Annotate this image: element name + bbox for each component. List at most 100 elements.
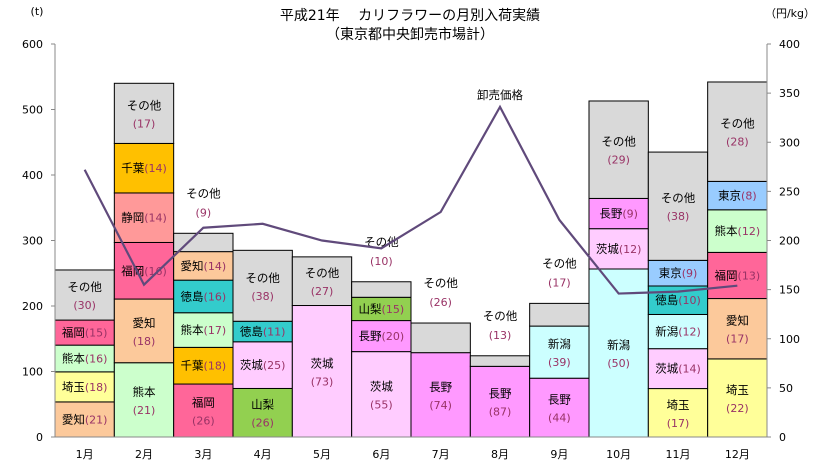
segment-share: (74)	[429, 399, 452, 412]
x-tick-label: 3月	[194, 448, 212, 461]
bar-segment	[352, 352, 411, 437]
x-tick-label: 5月	[313, 448, 331, 461]
segment-share: (26)	[251, 417, 274, 430]
segment-label: 徳島(16)	[181, 289, 227, 303]
x-tick-label: 12月	[725, 448, 750, 461]
segment-label: その他	[483, 309, 518, 323]
segment-label: 福岡	[192, 396, 215, 410]
segment-label: 長野(20)	[359, 329, 405, 343]
bar-4月: 山梨(26)茨城(25)徳島(11)その他(38)	[233, 250, 292, 437]
segment-label: 熊本(12)	[715, 224, 761, 238]
bar-segment	[530, 326, 589, 378]
y-tick-label: 200	[22, 300, 43, 313]
segment-label: 熊本	[133, 385, 156, 399]
bar-segment	[114, 363, 173, 437]
segment-label: 熊本(16)	[62, 351, 108, 365]
segment-share: (27)	[311, 285, 334, 298]
segment-label: 新潟	[607, 338, 630, 352]
bar-segment	[292, 257, 351, 306]
bar-segment	[589, 101, 648, 198]
segment-label: 徳島(10)	[655, 293, 701, 307]
x-tick-label: 1月	[76, 448, 94, 461]
y2-tick-label: 100	[779, 333, 800, 346]
segment-label: 山梨(15)	[359, 302, 405, 316]
segment-share: (30)	[73, 299, 96, 312]
y-axis-unit: (t)	[31, 5, 44, 18]
bar-segment	[292, 306, 351, 437]
bar-segment	[352, 282, 411, 298]
bar-segment	[55, 270, 114, 320]
segment-label: 徳島(11)	[240, 325, 286, 339]
segment-label: その他	[305, 266, 340, 280]
bar-7月: 長野(74)その他(26)	[411, 276, 470, 437]
segment-label: 熊本(17)	[181, 323, 227, 337]
segment-label: 山梨	[251, 398, 274, 412]
y-tick-label: 0	[36, 431, 43, 444]
segment-share: (87)	[489, 406, 512, 419]
segment-label: その他	[186, 186, 221, 200]
y2-tick-label: 250	[779, 185, 800, 198]
segment-share: (39)	[548, 356, 571, 369]
y2-axis-unit: （円/kg）	[765, 7, 815, 20]
y2-tick-label: 0	[779, 431, 786, 444]
segment-share: (18)	[133, 335, 156, 348]
y2-tick-label: 50	[779, 382, 793, 395]
bar-9月: 長野(44)新潟(39)その他(17)	[530, 256, 589, 437]
segment-label: 茨城	[311, 356, 334, 370]
segment-share: (55)	[370, 398, 393, 411]
segment-share: (13)	[489, 329, 512, 342]
bars-layer: 愛知(21)埼玉(18)熊本(16)福岡(15)その他(30)熊本(21)愛知(…	[55, 82, 767, 437]
bar-segment	[530, 378, 589, 437]
segment-label: 埼玉	[726, 383, 749, 397]
y-tick-label: 300	[22, 235, 43, 248]
bar-segment	[708, 359, 767, 437]
bar-segment	[470, 356, 529, 367]
segment-share: (73)	[311, 375, 334, 388]
chart-subtitle: （東京都中央卸売市場計）	[326, 26, 494, 43]
y2-tick-label: 300	[779, 136, 800, 149]
segment-share: (38)	[667, 210, 690, 223]
bar-segment	[470, 366, 529, 437]
x-tick-label: 8月	[491, 448, 509, 461]
y-tick-label: 500	[22, 104, 43, 117]
bar-segment	[114, 83, 173, 143]
bar-3月: 福岡(26)千葉(18)熊本(17)徳島(16)愛知(14)その他(9)	[174, 186, 233, 437]
segment-label: その他	[245, 271, 280, 285]
x-tick-label: 2月	[135, 448, 153, 461]
segment-label: 福岡(13)	[715, 268, 761, 282]
y2-tick-label: 200	[779, 235, 800, 248]
segment-share: (38)	[251, 290, 274, 303]
segment-label: その他	[67, 280, 102, 294]
segment-share: (29)	[607, 154, 630, 167]
segment-label: 福岡(15)	[62, 326, 108, 340]
segment-share: (26)	[429, 296, 452, 309]
segment-label: 長野	[429, 380, 452, 394]
bar-8月: 長野 (87) その他 (13)	[470, 309, 529, 437]
segment-share: (17)	[133, 117, 156, 130]
bar-segment	[114, 299, 173, 363]
segment-label: 愛知(21)	[62, 412, 108, 426]
y-tick-label: 400	[22, 169, 43, 182]
x-tick-label: 10月	[606, 448, 631, 461]
segment-label: 東京(9)	[659, 266, 698, 280]
x-tick-label: 6月	[372, 448, 390, 461]
segment-share: (44)	[548, 412, 571, 425]
segment-share: (26)	[192, 415, 215, 428]
segment-label: 埼玉	[667, 398, 690, 412]
segment-label: 東京(8)	[718, 189, 757, 203]
segment-share: (50)	[607, 357, 630, 370]
segment-share: (17)	[667, 417, 690, 430]
x-tick-label: 11月	[666, 448, 691, 461]
bar-segment	[648, 152, 707, 260]
segment-label: 長野	[489, 387, 512, 401]
chart-title: 平成21年 カリフラワーの月別入荷実績	[280, 8, 540, 24]
segment-share: (9)	[196, 206, 212, 219]
segment-label: 茨城(14)	[655, 362, 701, 376]
segment-label: その他	[720, 117, 755, 131]
segment-label: 愛知	[133, 316, 156, 330]
segment-label: その他	[601, 135, 636, 149]
bar-2月: 熊本(21)愛知(18)福岡(16)静岡(14)千葉(14)その他(17)	[114, 83, 173, 437]
bar-segment	[411, 353, 470, 437]
price-line-label: 卸売価格	[477, 88, 523, 102]
